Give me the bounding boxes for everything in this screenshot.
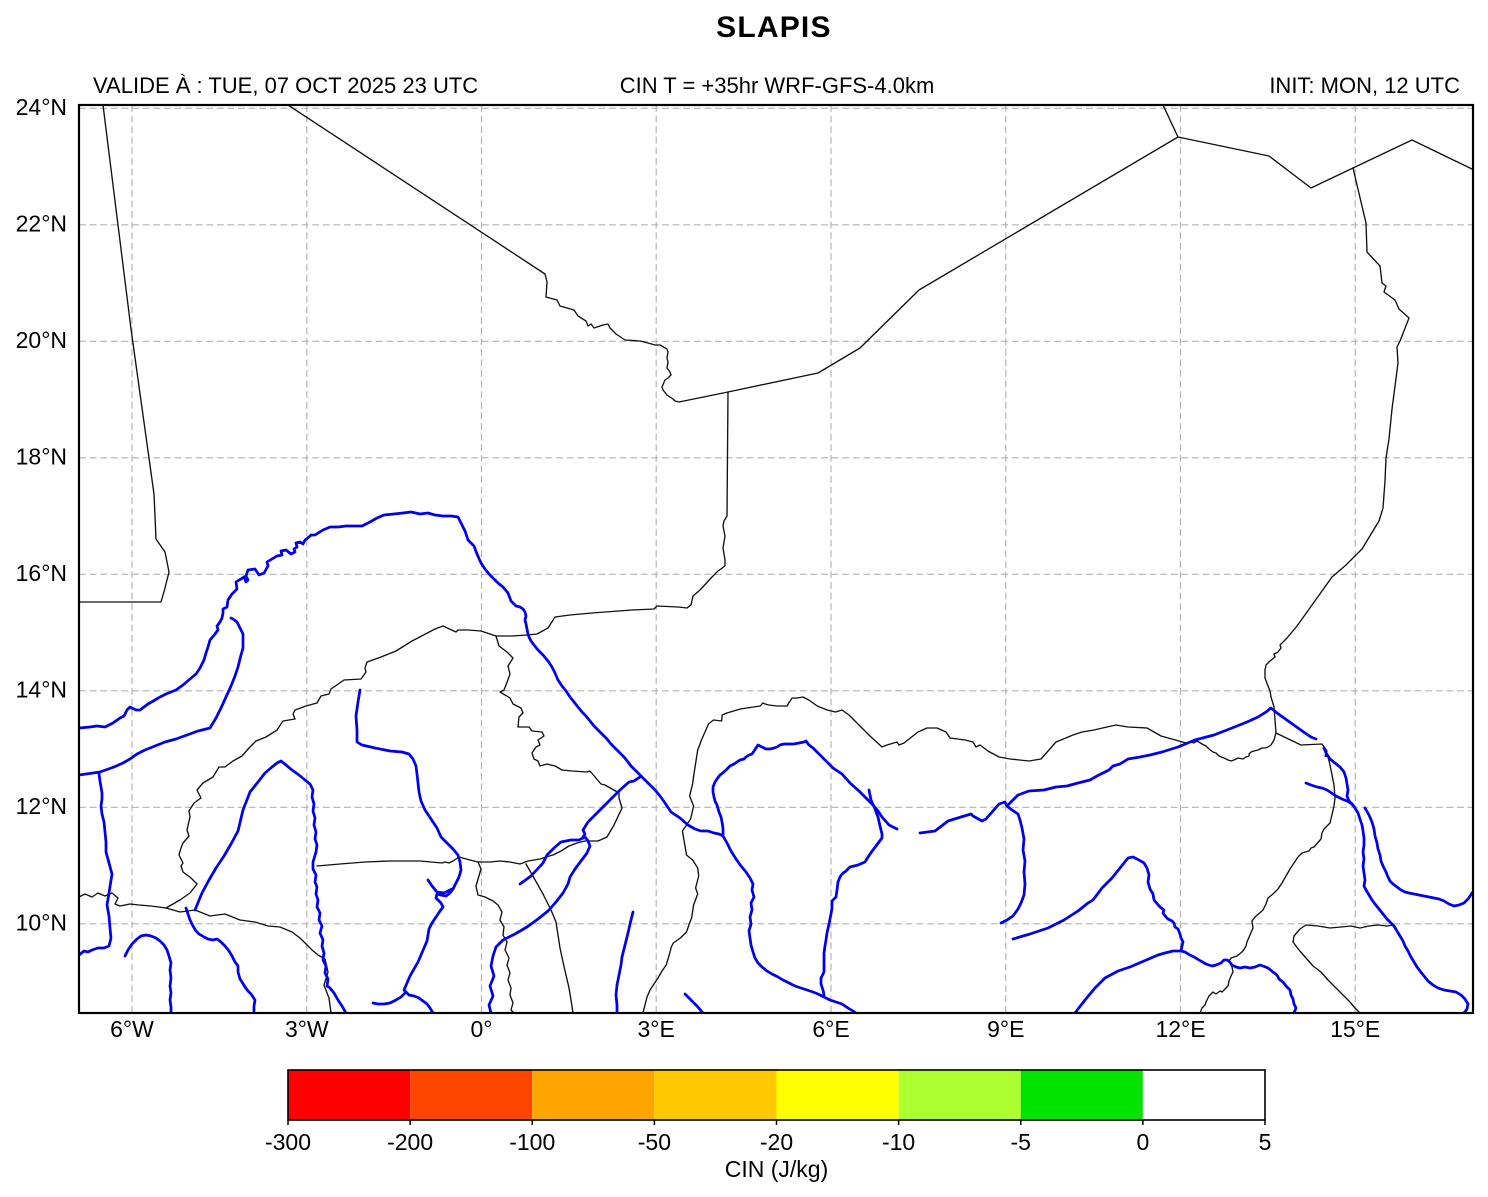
svg-text:10°N: 10°N: [16, 909, 67, 935]
svg-text:3°E: 3°E: [638, 1016, 675, 1042]
svg-text:VALIDE À : TUE, 07 OCT 2025 23: VALIDE À : TUE, 07 OCT 2025 23 UTC: [93, 73, 478, 98]
svg-text:24°N: 24°N: [16, 94, 67, 120]
svg-text:CIN T = +35hr WRF-GFS-4.0km: CIN T = +35hr WRF-GFS-4.0km: [620, 73, 935, 98]
svg-text:-200: -200: [387, 1129, 433, 1155]
svg-text:3°W: 3°W: [285, 1016, 329, 1042]
svg-text:9°E: 9°E: [987, 1016, 1024, 1042]
svg-text:18°N: 18°N: [16, 443, 67, 469]
svg-text:22°N: 22°N: [16, 210, 67, 236]
svg-text:INIT: MON, 12 UTC: INIT: MON, 12 UTC: [1269, 73, 1460, 98]
svg-text:12°E: 12°E: [1155, 1016, 1205, 1042]
svg-text:-50: -50: [638, 1129, 671, 1155]
svg-text:CIN (J/kg): CIN (J/kg): [725, 1156, 829, 1182]
svg-text:-20: -20: [760, 1129, 793, 1155]
svg-text:SLAPIS: SLAPIS: [716, 11, 832, 44]
svg-text:14°N: 14°N: [16, 676, 67, 702]
svg-text:-300: -300: [265, 1129, 311, 1155]
svg-text:5: 5: [1259, 1129, 1272, 1155]
svg-text:6°W: 6°W: [110, 1016, 154, 1042]
svg-text:6°E: 6°E: [812, 1016, 849, 1042]
svg-text:12°N: 12°N: [16, 793, 67, 819]
svg-text:-10: -10: [882, 1129, 915, 1155]
svg-text:-5: -5: [1011, 1129, 1031, 1155]
svg-text:0°: 0°: [471, 1016, 493, 1042]
svg-text:-100: -100: [509, 1129, 555, 1155]
svg-text:15°E: 15°E: [1330, 1016, 1380, 1042]
svg-text:16°N: 16°N: [16, 560, 67, 586]
svg-text:20°N: 20°N: [16, 327, 67, 353]
svg-text:0: 0: [1136, 1129, 1149, 1155]
